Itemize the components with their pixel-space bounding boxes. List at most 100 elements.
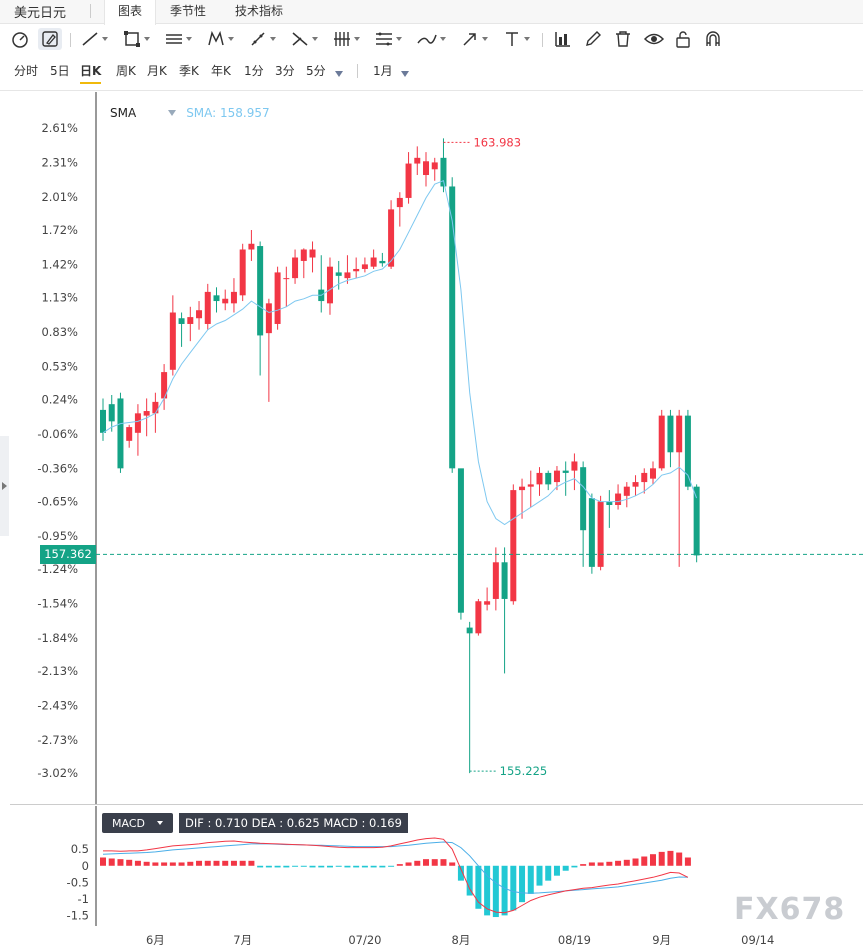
candle-body: [257, 246, 264, 336]
candle-body: [326, 266, 333, 304]
period-3min[interactable]: 3分: [275, 64, 295, 78]
macd-histogram-bar: [606, 861, 613, 866]
pattern-icon[interactable]: [206, 28, 234, 50]
candle-body: [414, 157, 421, 164]
macd-selector[interactable]: MACD: [102, 813, 173, 833]
magnet-icon[interactable]: [703, 28, 723, 50]
period-yearly[interactable]: 年K: [211, 64, 231, 78]
y-tick-label: 2.31%: [41, 155, 78, 169]
measure-icon[interactable]: [248, 28, 276, 50]
macd-y-tick-label: 0: [82, 859, 89, 873]
pen-icon[interactable]: [583, 28, 603, 50]
candle-body: [353, 268, 360, 272]
current-price-tag: 157.362: [40, 545, 96, 565]
macd-histogram-bar: [108, 858, 115, 866]
rectangle-icon[interactable]: [122, 28, 150, 50]
period-more-dropdown[interactable]: [335, 66, 343, 83]
fib-icon[interactable]: [332, 28, 360, 50]
macd-histogram-bar: [492, 865, 499, 918]
trend-line-icon[interactable]: [80, 28, 108, 50]
macd-histogram-bar: [431, 859, 438, 866]
sma-dropdown-icon[interactable]: [168, 110, 177, 116]
sma-value: SMA: 158.957: [186, 106, 270, 120]
range-selector[interactable]: 1月: [373, 64, 393, 78]
lock-icon[interactable]: [673, 28, 693, 50]
candle-body: [527, 484, 534, 487]
period-quarterly[interactable]: 季K: [179, 64, 199, 78]
macd-histogram-bar: [274, 865, 281, 868]
candle-body: [449, 186, 456, 469]
candle-body: [484, 601, 491, 605]
x-tick-label: 7月: [233, 933, 252, 946]
candlestick-chart[interactable]: 2.61% 2.31% 2.01% 1.72% 1.42% 1.13% 0.83% 0.53%…: [0, 92, 863, 804]
candles-group: [100, 138, 700, 774]
text-icon[interactable]: [502, 28, 530, 50]
candle-body: [161, 372, 168, 399]
macd-histogram-bar: [632, 858, 639, 866]
macd-histogram-bar: [440, 859, 447, 866]
gauge-icon[interactable]: [10, 28, 30, 50]
macd-histogram-bar: [134, 860, 141, 866]
tab-chart[interactable]: 图表: [104, 0, 157, 25]
period-5min[interactable]: 5分: [306, 64, 326, 78]
period-1min[interactable]: 1分: [244, 64, 264, 78]
macd-histogram-bar: [248, 860, 255, 866]
period-5day[interactable]: 5日: [50, 64, 70, 78]
trash-icon[interactable]: [613, 28, 633, 50]
candle-body: [248, 243, 255, 250]
macd-histogram-bar: [344, 865, 351, 868]
macd-histogram-bar: [649, 854, 656, 866]
parallel-lines-icon[interactable]: [164, 28, 192, 50]
range-dropdown[interactable]: [401, 66, 409, 83]
macd-histogram-bar: [196, 860, 203, 866]
candle-body: [370, 257, 377, 267]
macd-histogram-bar: [527, 865, 534, 894]
macd-histogram-bar: [257, 865, 264, 868]
bar-chart-icon[interactable]: [553, 28, 573, 50]
candle-body: [335, 272, 342, 276]
channel-icon[interactable]: [374, 28, 402, 50]
candle-body: [641, 472, 648, 483]
period-monthly[interactable]: 月K: [147, 64, 167, 78]
macd-histogram-bar: [326, 865, 333, 868]
candle-body: [615, 493, 622, 505]
period-selector: 分时 5日 日K 周K 月K 季K 年K 1分 3分 5分 1月: [0, 58, 863, 84]
macd-chart[interactable]: 0.5 0 -0.5 -1 -1.5 6月 7月 07/20 8月 08/19 9月 09/14: [0, 806, 863, 946]
sma-line: [102, 180, 698, 526]
fork-icon[interactable]: [290, 28, 318, 50]
pencil-edit-icon[interactable]: [38, 28, 62, 50]
candle-body: [501, 562, 508, 599]
y-tick-label: -0.36%: [37, 461, 78, 475]
candle-body: [423, 161, 430, 176]
period-weekly[interactable]: 周K: [116, 64, 136, 78]
x-tick-label: 6月: [146, 933, 165, 946]
candle-body: [536, 472, 543, 485]
y-tick-label: 0.83%: [41, 325, 78, 339]
header-divider: [0, 90, 863, 91]
period-daily[interactable]: 日K: [80, 62, 102, 84]
arrow-icon[interactable]: [460, 28, 488, 50]
eye-icon[interactable]: [643, 28, 665, 50]
brush-icon[interactable]: [416, 28, 446, 50]
candle-body: [431, 162, 438, 170]
macd-histogram-bar: [501, 865, 508, 916]
candle-body: [676, 415, 683, 453]
macd-histogram-bar: [143, 861, 150, 866]
macd-histogram-bar: [457, 865, 464, 881]
candle-body: [457, 468, 464, 613]
title-divider: [90, 4, 91, 18]
toolbar-divider: [542, 33, 543, 47]
macd-histogram-bar: [588, 862, 595, 866]
y-tick-label: -1.84%: [37, 631, 78, 645]
candle-body: [658, 415, 665, 469]
tab-indicators[interactable]: 技术指标: [235, 4, 284, 18]
candle-body: [388, 209, 395, 267]
panel-divider: [10, 804, 863, 805]
period-intraday[interactable]: 分时: [14, 64, 39, 78]
macd-histogram-bar: [283, 865, 290, 868]
tab-seasonality[interactable]: 季节性: [170, 4, 207, 18]
sidebar-toggle[interactable]: [0, 436, 9, 536]
candle-body: [571, 461, 578, 471]
x-tick-label: 9月: [652, 933, 671, 946]
x-tick-label: 07/20: [348, 933, 381, 946]
